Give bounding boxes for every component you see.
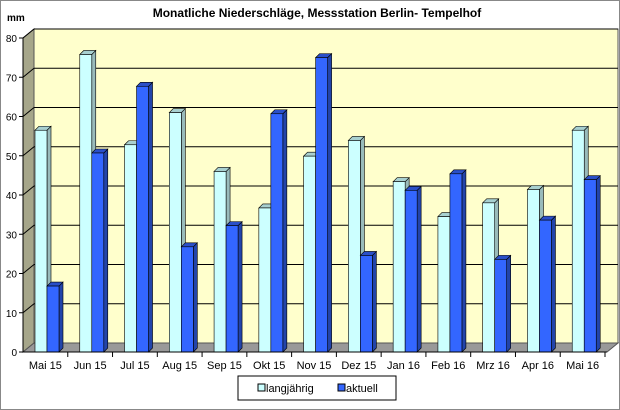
- bar-front: [539, 219, 552, 353]
- x-tick-label: Jan 16: [387, 360, 420, 372]
- bar-front: [34, 129, 48, 353]
- bar-side: [506, 254, 511, 353]
- bar-side: [282, 109, 288, 353]
- legend: langjährig aktuell: [237, 375, 397, 401]
- bar-front: [270, 113, 284, 353]
- legend-swatch-aktuell: [337, 383, 346, 392]
- bar-front: [392, 181, 406, 353]
- bar-front: [571, 129, 585, 353]
- bar-aktuell: [91, 148, 109, 353]
- bar-side: [416, 185, 422, 353]
- bar-side: [595, 174, 601, 353]
- bar-aktuell: [135, 81, 154, 353]
- bar-front: [258, 207, 272, 353]
- bar-front: [404, 189, 418, 353]
- bar-front: [449, 173, 463, 353]
- gridline-side: [22, 146, 35, 157]
- bar-front: [91, 152, 105, 353]
- x-tick-label: Mai 16: [566, 360, 599, 372]
- bar-front: [482, 202, 495, 353]
- gridline-side: [22, 107, 35, 117]
- y-tick-label: 50: [6, 152, 18, 163]
- bar-side: [327, 52, 332, 353]
- bar-front: [315, 57, 328, 353]
- x-tick-label: Mai 15: [29, 360, 62, 372]
- gridline-side: [22, 303, 35, 314]
- x-tick-label: Aug 15: [162, 360, 197, 372]
- x-tick-label: Feb 16: [431, 360, 465, 372]
- y-tick-label: 0: [11, 348, 17, 359]
- bar-aktuell: [46, 281, 64, 353]
- bar-aktuell: [180, 242, 199, 353]
- bar-aktuell: [359, 250, 378, 353]
- bar-aktuell: [538, 215, 557, 353]
- gridline-side: [22, 185, 35, 196]
- y-tick-label: 60: [6, 113, 18, 124]
- bar-side: [148, 81, 153, 353]
- bar-front: [437, 216, 451, 353]
- y-tick-label: 20: [6, 270, 18, 281]
- bar-side: [551, 215, 556, 353]
- y-tick-label: 80: [6, 34, 18, 45]
- x-tick-label: Jun 15: [74, 360, 107, 372]
- y-tick-label: 70: [6, 73, 18, 84]
- bar-side: [237, 220, 243, 353]
- gridline-side: [22, 67, 35, 78]
- bar-aktuell: [583, 174, 601, 353]
- bar-front: [583, 179, 597, 353]
- bar-front: [225, 225, 239, 353]
- y-tick-label: 30: [6, 230, 18, 241]
- bar-aktuell: [314, 52, 333, 353]
- bar-front: [494, 259, 507, 353]
- y-tick-label: 10: [6, 309, 18, 320]
- bar-aktuell: [404, 185, 422, 353]
- bar-front: [527, 189, 540, 353]
- bar-side: [461, 169, 467, 353]
- x-tick-label: Apr 16: [522, 360, 554, 372]
- gridline-side: [22, 28, 35, 39]
- x-tick-label: Jul 15: [120, 360, 149, 372]
- gridline-side: [22, 264, 35, 274]
- bar-front: [213, 171, 227, 353]
- x-tick-label: Dez 15: [341, 360, 376, 372]
- x-tick-label: Mrz 16: [476, 360, 510, 372]
- bar-front: [79, 54, 93, 353]
- bar-side: [58, 281, 64, 353]
- chart-title: Monatliche Niederschläge, Messstation Be…: [153, 6, 483, 20]
- bar-side: [193, 242, 198, 353]
- x-tick-label: Okt 15: [253, 360, 285, 372]
- bar-aktuell: [270, 109, 288, 353]
- x-tick-label: Nov 15: [297, 360, 332, 372]
- bar-front: [46, 285, 60, 353]
- y-tick-label: 40: [6, 191, 18, 202]
- bar-front: [303, 155, 316, 353]
- bar-front: [348, 140, 361, 353]
- legend-swatch-langjaehrig: [257, 383, 266, 392]
- bar-side: [372, 250, 377, 353]
- bar-aktuell: [225, 220, 243, 353]
- bar-front: [360, 255, 373, 353]
- gridline-side: [22, 224, 35, 235]
- bar-front: [181, 246, 194, 353]
- legend-label-aktuell: aktuell: [346, 383, 378, 395]
- y-axis-label: mm: [7, 13, 25, 24]
- bar-front: [124, 144, 137, 353]
- legend-box: [237, 375, 397, 401]
- x-tick-label: Sep 15: [207, 360, 242, 372]
- bar-side: [103, 148, 109, 353]
- legend-label-langjaehrig: langjährig: [266, 383, 314, 395]
- bar-front: [136, 85, 149, 353]
- bar-aktuell: [449, 169, 467, 353]
- bar-aktuell: [493, 254, 512, 353]
- bar-front: [169, 112, 182, 353]
